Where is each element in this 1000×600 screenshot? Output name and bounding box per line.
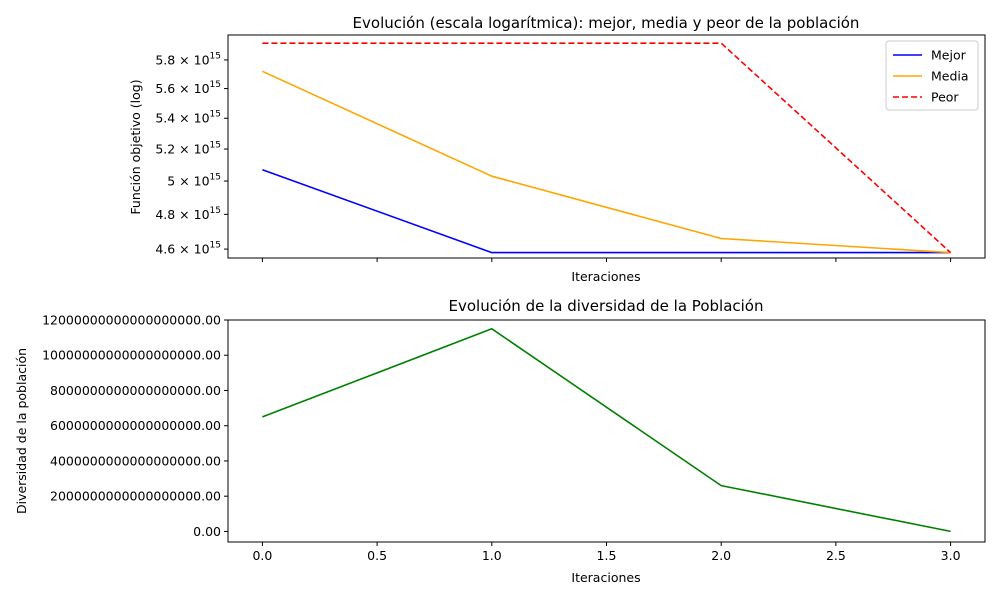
chart-top-legend: Mejor Media Peor xyxy=(885,40,979,111)
y-tick-label: 2000000000000000000.00 xyxy=(50,489,221,504)
x-tick-label: 2.0 xyxy=(711,548,731,563)
chart-bottom-x-ticks: 0.0 0.5 1.0 1.5 2.0 2.5 3.0 xyxy=(252,542,961,563)
y-tick-label: 6000000000000000000.00 xyxy=(50,418,221,433)
x-tick-label: 3.0 xyxy=(941,548,961,563)
chart-bottom-series xyxy=(262,327,951,533)
y-tick-label: 4.6 × 1015 xyxy=(155,241,221,257)
chart-top-x-ticks xyxy=(261,258,952,262)
series-line-peor xyxy=(262,42,952,254)
chart-top-y-ticks: 4.6 × 1015 4.8 × 1015 5 × 1015 5.2 × 1015 5.… xyxy=(155,51,228,257)
y-tick-label: 5.4 × 1015 xyxy=(155,110,221,126)
legend-box xyxy=(885,40,979,111)
series-line-media xyxy=(262,70,951,254)
y-tick-label: 5.6 × 1015 xyxy=(155,80,221,96)
y-tick-label: 4000000000000000000.00 xyxy=(50,453,221,468)
y-tick-label: 4.8 × 1015 xyxy=(155,206,221,222)
chart-top-title: Evolución (escala logarítmica): mejor, m… xyxy=(353,14,860,32)
y-tick-label: 0.00 xyxy=(193,524,221,539)
x-tick-label: 2.5 xyxy=(826,548,846,563)
y-tick-label: 5.8 × 1015 xyxy=(155,51,221,67)
chart-bottom-frame xyxy=(227,319,986,543)
x-tick-label: 0.0 xyxy=(252,548,272,563)
x-tick-label: 0.5 xyxy=(367,548,387,563)
legend-label-mejor: Mejor xyxy=(931,48,967,63)
chart-top-ylabel: Función objetivo (log) xyxy=(128,79,143,214)
chart-bottom-xlabel: Iteraciones xyxy=(571,570,640,585)
chart-top-series xyxy=(262,42,952,254)
chart-top-xlabel: Iteraciones xyxy=(571,269,640,284)
chart-top: Evolución (escala logarítmica): mejor, m… xyxy=(128,14,986,284)
y-tick-label: 5 × 1015 xyxy=(167,173,221,189)
chart-bottom-ylabel: Diversidad de la población xyxy=(14,348,29,514)
y-tick-label: 12000000000000000000.00 xyxy=(42,313,221,328)
x-tick-label: 1.5 xyxy=(597,548,617,563)
y-tick-label: 8000000000000000000.00 xyxy=(50,383,221,398)
x-tick-label: 1.0 xyxy=(482,548,502,563)
chart-bottom: Evolución de la diversidad de la Poblaci… xyxy=(14,297,986,585)
y-tick-label: 5.2 × 1015 xyxy=(155,141,221,157)
chart-bottom-y-ticks: 0.00 2000000000000000000.00 40000000000000… xyxy=(42,313,228,539)
series-line-mejor xyxy=(262,168,951,254)
series-line-series-0 xyxy=(262,327,951,533)
legend-label-media: Media xyxy=(931,69,969,84)
y-tick-label: 10000000000000000000.00 xyxy=(42,348,221,363)
chart-top-frame xyxy=(227,34,986,259)
chart-bottom-title: Evolución de la diversidad de la Poblaci… xyxy=(449,297,764,315)
legend-label-peor: Peor xyxy=(931,90,959,105)
